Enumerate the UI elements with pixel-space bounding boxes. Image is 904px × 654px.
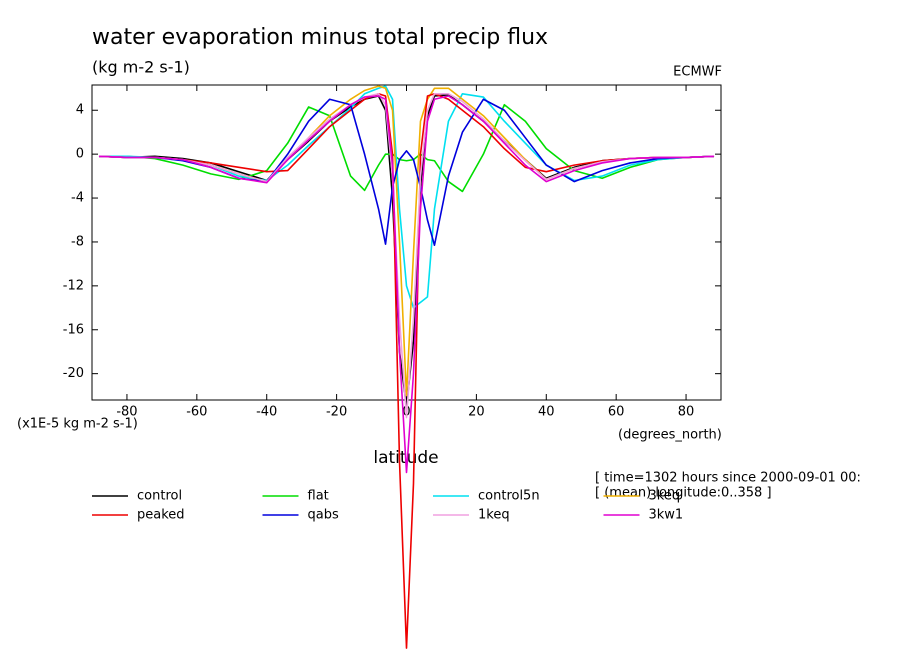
series-line <box>98 85 715 397</box>
x-tick-label: 40 <box>538 405 555 420</box>
source: ECMWF <box>673 65 722 80</box>
y-tick-label: 0 <box>76 147 84 162</box>
x-tick-label: -40 <box>256 405 277 420</box>
legend-label: control5n <box>478 489 540 504</box>
series-line <box>98 92 715 419</box>
y-tick-label: 4 <box>76 103 84 118</box>
chart-subtitle: (kg m-2 s-1) <box>92 58 190 77</box>
series-line <box>98 98 715 247</box>
x-tick-label: 20 <box>468 405 485 420</box>
y-tick-label: -8 <box>71 234 84 249</box>
chart-title: water evaporation minus total precip flu… <box>92 25 548 50</box>
annotation: [ time=1302 hours since 2000-09-01 00: <box>595 471 861 486</box>
legend-label: control <box>137 489 182 504</box>
x-tick-label: -20 <box>326 405 347 420</box>
legend-label: 1keq <box>478 508 510 523</box>
series-line <box>98 85 715 309</box>
legend-label: peaked <box>137 508 185 523</box>
legend-label: 3keq <box>649 489 681 504</box>
y-tick-label: -4 <box>71 191 84 206</box>
legend-label: flat <box>308 489 329 504</box>
annotation: [ (mean) longitude:0..358 ] <box>595 486 772 501</box>
x-unit-label: (degrees_north) <box>618 428 722 443</box>
y-unit-label: (x1E-5 kg m-2 s-1) <box>17 417 138 432</box>
series-line <box>98 92 715 649</box>
x-tick-label: -60 <box>186 405 207 420</box>
y-tick-label: -20 <box>63 366 84 381</box>
series-line <box>98 94 715 408</box>
x-tick-label: 60 <box>608 405 625 420</box>
legend-label: 3kw1 <box>649 508 684 523</box>
y-tick-label: -12 <box>63 278 84 293</box>
legend-label: qabs <box>308 508 339 523</box>
x-tick-label: -80 <box>116 405 137 420</box>
y-tick-label: -16 <box>63 322 84 337</box>
plot-frame <box>91 84 722 401</box>
series-line <box>98 103 715 193</box>
series-line <box>98 95 715 474</box>
x-tick-label: 80 <box>678 405 695 420</box>
